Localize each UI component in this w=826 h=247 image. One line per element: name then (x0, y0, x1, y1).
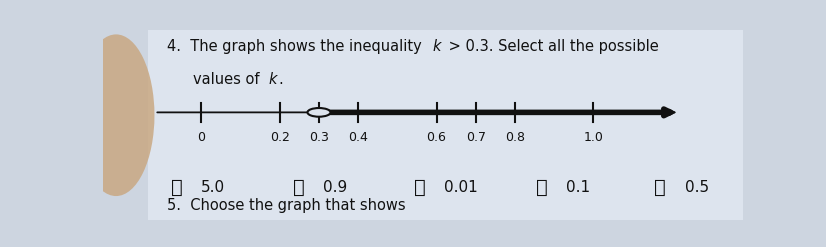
Text: 0.4: 0.4 (349, 131, 368, 144)
Text: > 0.3. Select all the possible: > 0.3. Select all the possible (444, 39, 658, 54)
Text: 4.  The graph shows the inequality: 4. The graph shows the inequality (167, 39, 427, 54)
Ellipse shape (307, 108, 330, 117)
Text: 0.5: 0.5 (685, 180, 709, 195)
Text: 0.8: 0.8 (505, 131, 525, 144)
Text: .: . (278, 72, 282, 87)
Text: 0.9: 0.9 (323, 180, 347, 195)
Text: Ⓔ: Ⓔ (654, 178, 666, 197)
Text: 0.01: 0.01 (444, 180, 478, 195)
Text: 0.1: 0.1 (566, 180, 591, 195)
Text: Ⓒ: Ⓒ (415, 178, 426, 197)
Ellipse shape (78, 34, 154, 196)
Text: Ⓓ: Ⓓ (536, 178, 548, 197)
Text: Ⓑ: Ⓑ (292, 178, 304, 197)
Text: 1.0: 1.0 (583, 131, 603, 144)
Text: 5.0: 5.0 (202, 180, 225, 195)
Text: 0.2: 0.2 (270, 131, 290, 144)
Text: k: k (433, 39, 441, 54)
Text: 0.6: 0.6 (426, 131, 446, 144)
FancyBboxPatch shape (148, 30, 743, 220)
Text: 0: 0 (197, 131, 206, 144)
Text: k: k (268, 72, 277, 87)
Text: Ⓐ: Ⓐ (171, 178, 183, 197)
Text: 0.3: 0.3 (309, 131, 329, 144)
Text: 0.7: 0.7 (466, 131, 486, 144)
Text: values of: values of (193, 72, 264, 87)
Text: 5.  Choose the graph that shows: 5. Choose the graph that shows (167, 198, 406, 213)
